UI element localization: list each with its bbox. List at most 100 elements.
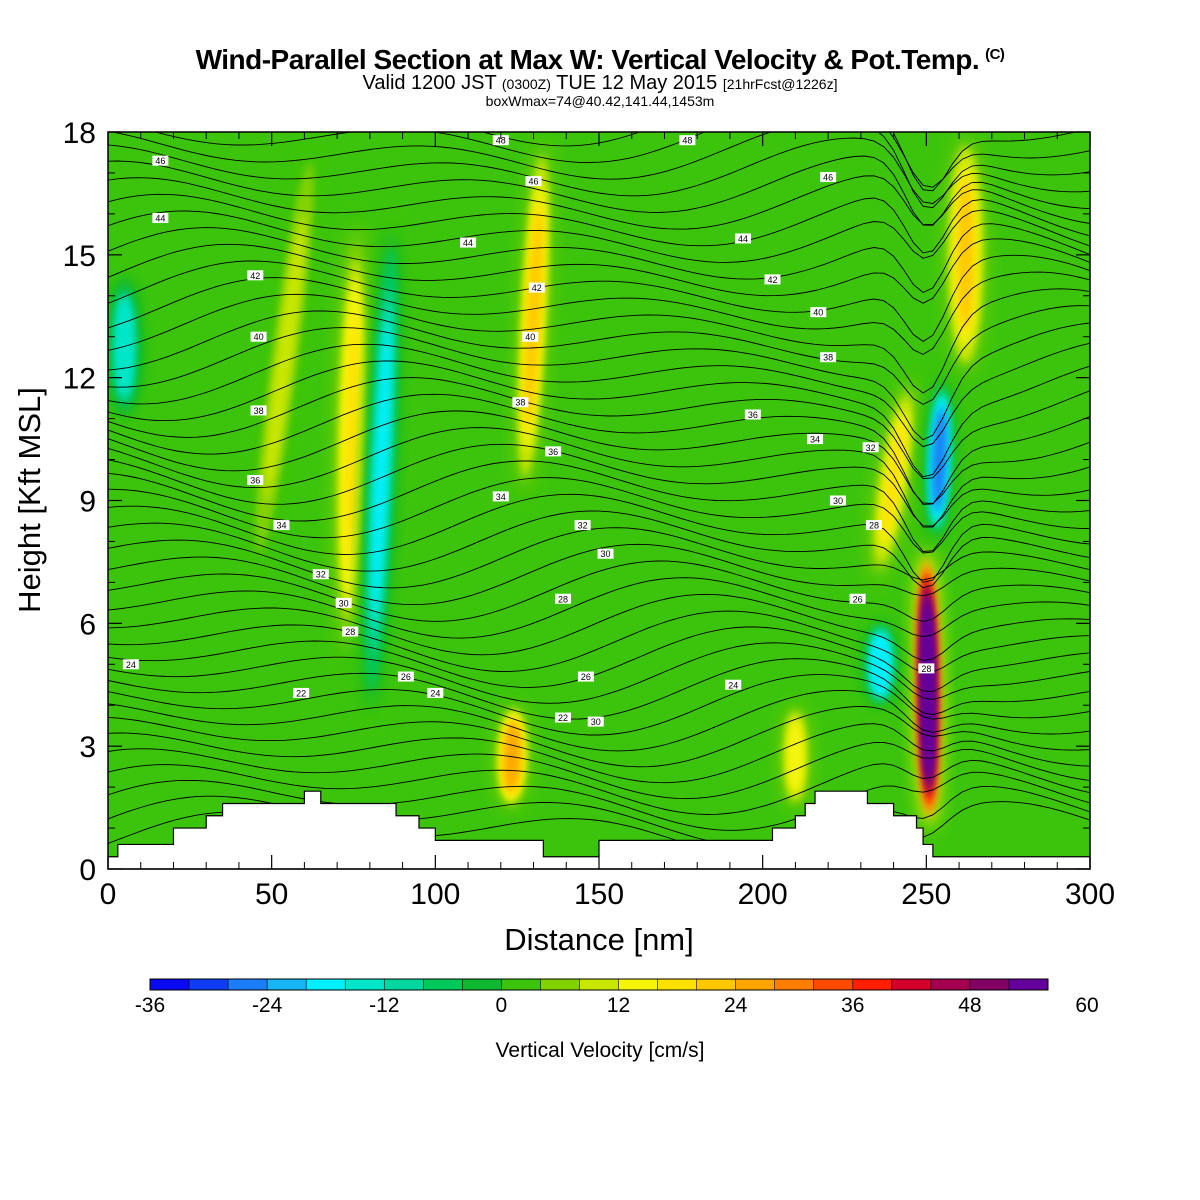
theta-label-bg [122,659,139,670]
colorbar-tick-label: 48 [958,994,981,1017]
theta-label-text: 24 [430,688,440,698]
theta-label-bg [574,520,591,531]
theta-label-bg [862,442,879,453]
theta-contour-line [108,626,1090,692]
colorbar-tick-label: 60 [1075,994,1098,1017]
updraft-band-7 [912,537,944,841]
colorbar-swatch [150,979,190,990]
theta-label-text: 38 [823,353,833,363]
updraft-band-layer [922,603,934,774]
theta-label: 40 [810,307,827,318]
theta-contour-line [108,510,1090,589]
theta-label: 48 [679,135,696,146]
theta-label-text: 40 [525,332,535,342]
downdraft-band-layer [933,410,946,509]
colorbar-tick-label: -24 [252,994,283,1017]
theta-label: 38 [512,397,529,408]
theta-label: 38 [250,405,267,416]
theta-contour-line [108,706,1090,768]
theta-label-bg [735,233,752,244]
x-tick-label: 250 [901,878,951,911]
theta-label: 36 [247,475,264,486]
theta-label-text: 46 [823,173,833,183]
colorbar-swatch [735,979,776,990]
colorbar-tick-label: -12 [369,994,399,1017]
theta-label-text: 40 [813,308,823,318]
theta-label-bg [512,397,529,408]
theta-label-bg [849,593,866,604]
theta-label: 46 [152,155,169,166]
downdraft-band-layer [372,325,390,615]
theta-contour-line [108,560,1090,622]
x-axis-label: Distance [nm] [504,922,694,957]
theta-label: 36 [545,446,562,457]
theta-label: 44 [735,233,752,244]
y-tick-label: 6 [79,608,96,641]
theta-label-bg [810,307,827,318]
downdraft-band-layer [874,637,887,691]
y-tick-label: 15 [63,240,96,273]
theta-label-bg [152,155,169,166]
theta-contour-line [108,377,1090,480]
theta-contour-line [108,674,1090,736]
updraft-band-layer [882,419,905,541]
theta-label-bg [587,716,604,727]
theta-label-bg [492,491,509,502]
box-wmax-line: boxWmax=74@40.42,141.44,1453m [485,93,715,109]
theta-label: 38 [820,352,837,363]
theta-label-bg [554,593,571,604]
theta-label-bg [528,282,545,293]
theta-label: 22 [293,687,310,698]
colorbar-swatch [891,979,932,990]
theta-label-bg [247,475,264,486]
theta-label-bg [525,176,542,187]
colorbar-swatch [813,979,854,990]
updraft-band-0 [251,132,319,587]
theta-label-bg [865,520,882,531]
theta-contour-line [108,759,1090,815]
colorbar-swatch [774,979,815,990]
x-tick-label: 200 [738,878,788,911]
colorbar-swatch [384,979,424,990]
colorbar-swatch [189,979,229,990]
theta-label-bg [342,626,359,637]
theta-label-text: 48 [496,136,506,146]
x-tick-label: 50 [255,878,288,911]
colorbar-swatch [579,979,620,990]
colorbar-swatch [501,979,541,990]
theta-label-text: 34 [276,521,286,531]
theta-contour-line [108,723,1090,784]
downdraft-band-1 [923,373,955,546]
colorbar-swatch [423,979,463,990]
theta-label-text: 46 [529,177,539,187]
updraft-band-6 [943,132,988,382]
theta-label: 28 [554,593,571,604]
y-tick-label: 12 [63,363,96,396]
theta-label-text: 26 [581,672,591,682]
colorbar-tick-label: -36 [135,994,165,1017]
theta-contour-line [108,137,1090,204]
updraft-band-layer [525,210,542,422]
theta-label-bg [764,274,781,285]
theta-contour-line [108,642,1090,704]
theta-label-text: 28 [345,627,355,637]
colorbar-swatch [345,979,385,990]
theta-label-bg [293,687,310,698]
theta-label-bg [427,687,444,698]
theta-label-text: 46 [155,156,165,166]
valid-zulu: (0300Z) [501,76,551,92]
theta-label: 32 [312,569,329,580]
theta-label-bg [744,409,761,420]
theta-contour-line [108,443,1090,527]
chart-title-text: Wind-Parallel Section at Max W: Vertical… [195,44,980,75]
theta-label: 24 [427,687,444,698]
theta-label: 46 [820,172,837,183]
downdraft-band-3 [108,271,143,423]
theta-contour-line [108,427,1090,528]
theta-label-bg [152,212,169,223]
theta-label-bg [554,712,571,723]
theta-contour-line [108,254,1090,342]
theta-contour-line [108,689,1090,752]
theta-label-bg [250,331,267,342]
